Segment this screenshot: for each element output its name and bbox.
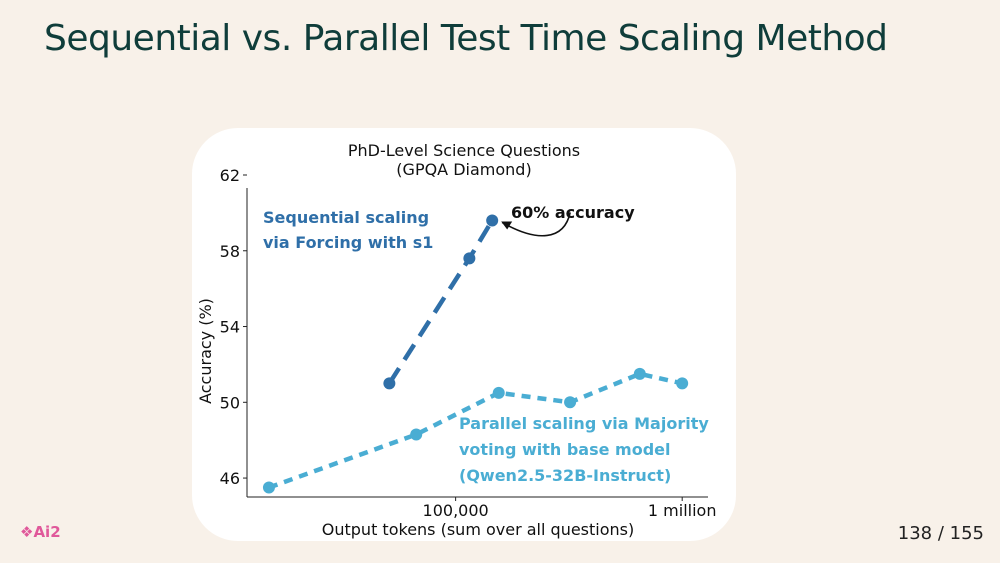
parallel-series-label: (Qwen2.5-32B-Instruct) <box>459 466 671 485</box>
series-layer <box>262 214 689 494</box>
series-line-1 <box>268 371 683 490</box>
parallel-series-label: Parallel scaling via Majority <box>459 414 709 433</box>
y-tick-label: 58 <box>220 242 240 261</box>
axes: 46 50 54 58 62 100,000 1 million <box>220 166 717 520</box>
chart-title: PhD-Level Science Questions <box>348 141 580 160</box>
slide-title: Sequential vs. Parallel Test Time Scalin… <box>44 18 888 59</box>
x-tick-label: 100,000 <box>423 501 489 520</box>
data-point <box>492 386 505 399</box>
parallel-series-label: voting with base model <box>459 440 671 459</box>
ai2-logo: ❖Ai2 <box>20 523 61 541</box>
x-tick-label: 1 million <box>648 501 717 520</box>
chart-card: 46 50 54 58 62 100,000 1 million PhD-Level Sci… <box>192 128 736 541</box>
data-point <box>486 214 499 227</box>
data-point <box>676 377 689 390</box>
chart-subtitle: (GPQA Diamond) <box>396 160 531 179</box>
y-tick-label: 50 <box>220 393 240 412</box>
data-point <box>410 428 423 441</box>
accuracy-annotation: 60% accuracy <box>511 203 635 222</box>
data-point <box>564 396 577 409</box>
data-point <box>262 481 275 494</box>
chart-svg: 46 50 54 58 62 100,000 1 million PhD-Level Sci… <box>196 141 717 539</box>
y-axis-label: Accuracy (%) <box>196 298 215 404</box>
y-tick-label: 46 <box>220 469 240 488</box>
annotation-arrow-line <box>501 212 571 237</box>
page-number: 138 / 155 <box>897 523 984 544</box>
sequential-series-label: Sequential scaling <box>263 208 429 227</box>
label-layer: PhD-Level Science Questions(GPQA Diamond… <box>196 141 709 539</box>
y-tick-label: 62 <box>220 166 240 185</box>
data-point <box>633 367 646 380</box>
annotation-arrow-head <box>501 221 513 230</box>
y-tick-label: 54 <box>220 318 240 337</box>
x-axis-label: Output tokens (sum over all questions) <box>322 520 634 539</box>
data-point <box>463 252 476 265</box>
sequential-series-label: via Forcing with s1 <box>263 233 433 252</box>
data-point <box>383 377 396 390</box>
